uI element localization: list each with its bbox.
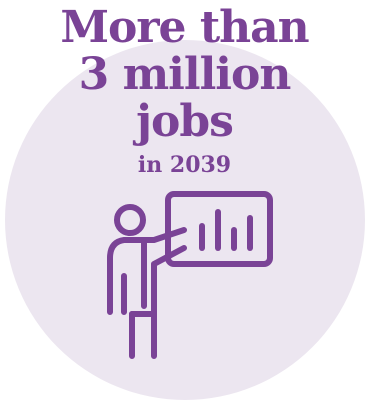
person-body: [110, 230, 184, 356]
headline-line-3: jobs: [0, 100, 369, 144]
person-head: [117, 207, 143, 233]
headline-line-4: in 2039: [0, 154, 369, 176]
headline-line-1: More than: [0, 6, 369, 50]
presenter-with-chart-icon: [96, 186, 280, 362]
headline-line-2: 3 million: [0, 53, 369, 97]
